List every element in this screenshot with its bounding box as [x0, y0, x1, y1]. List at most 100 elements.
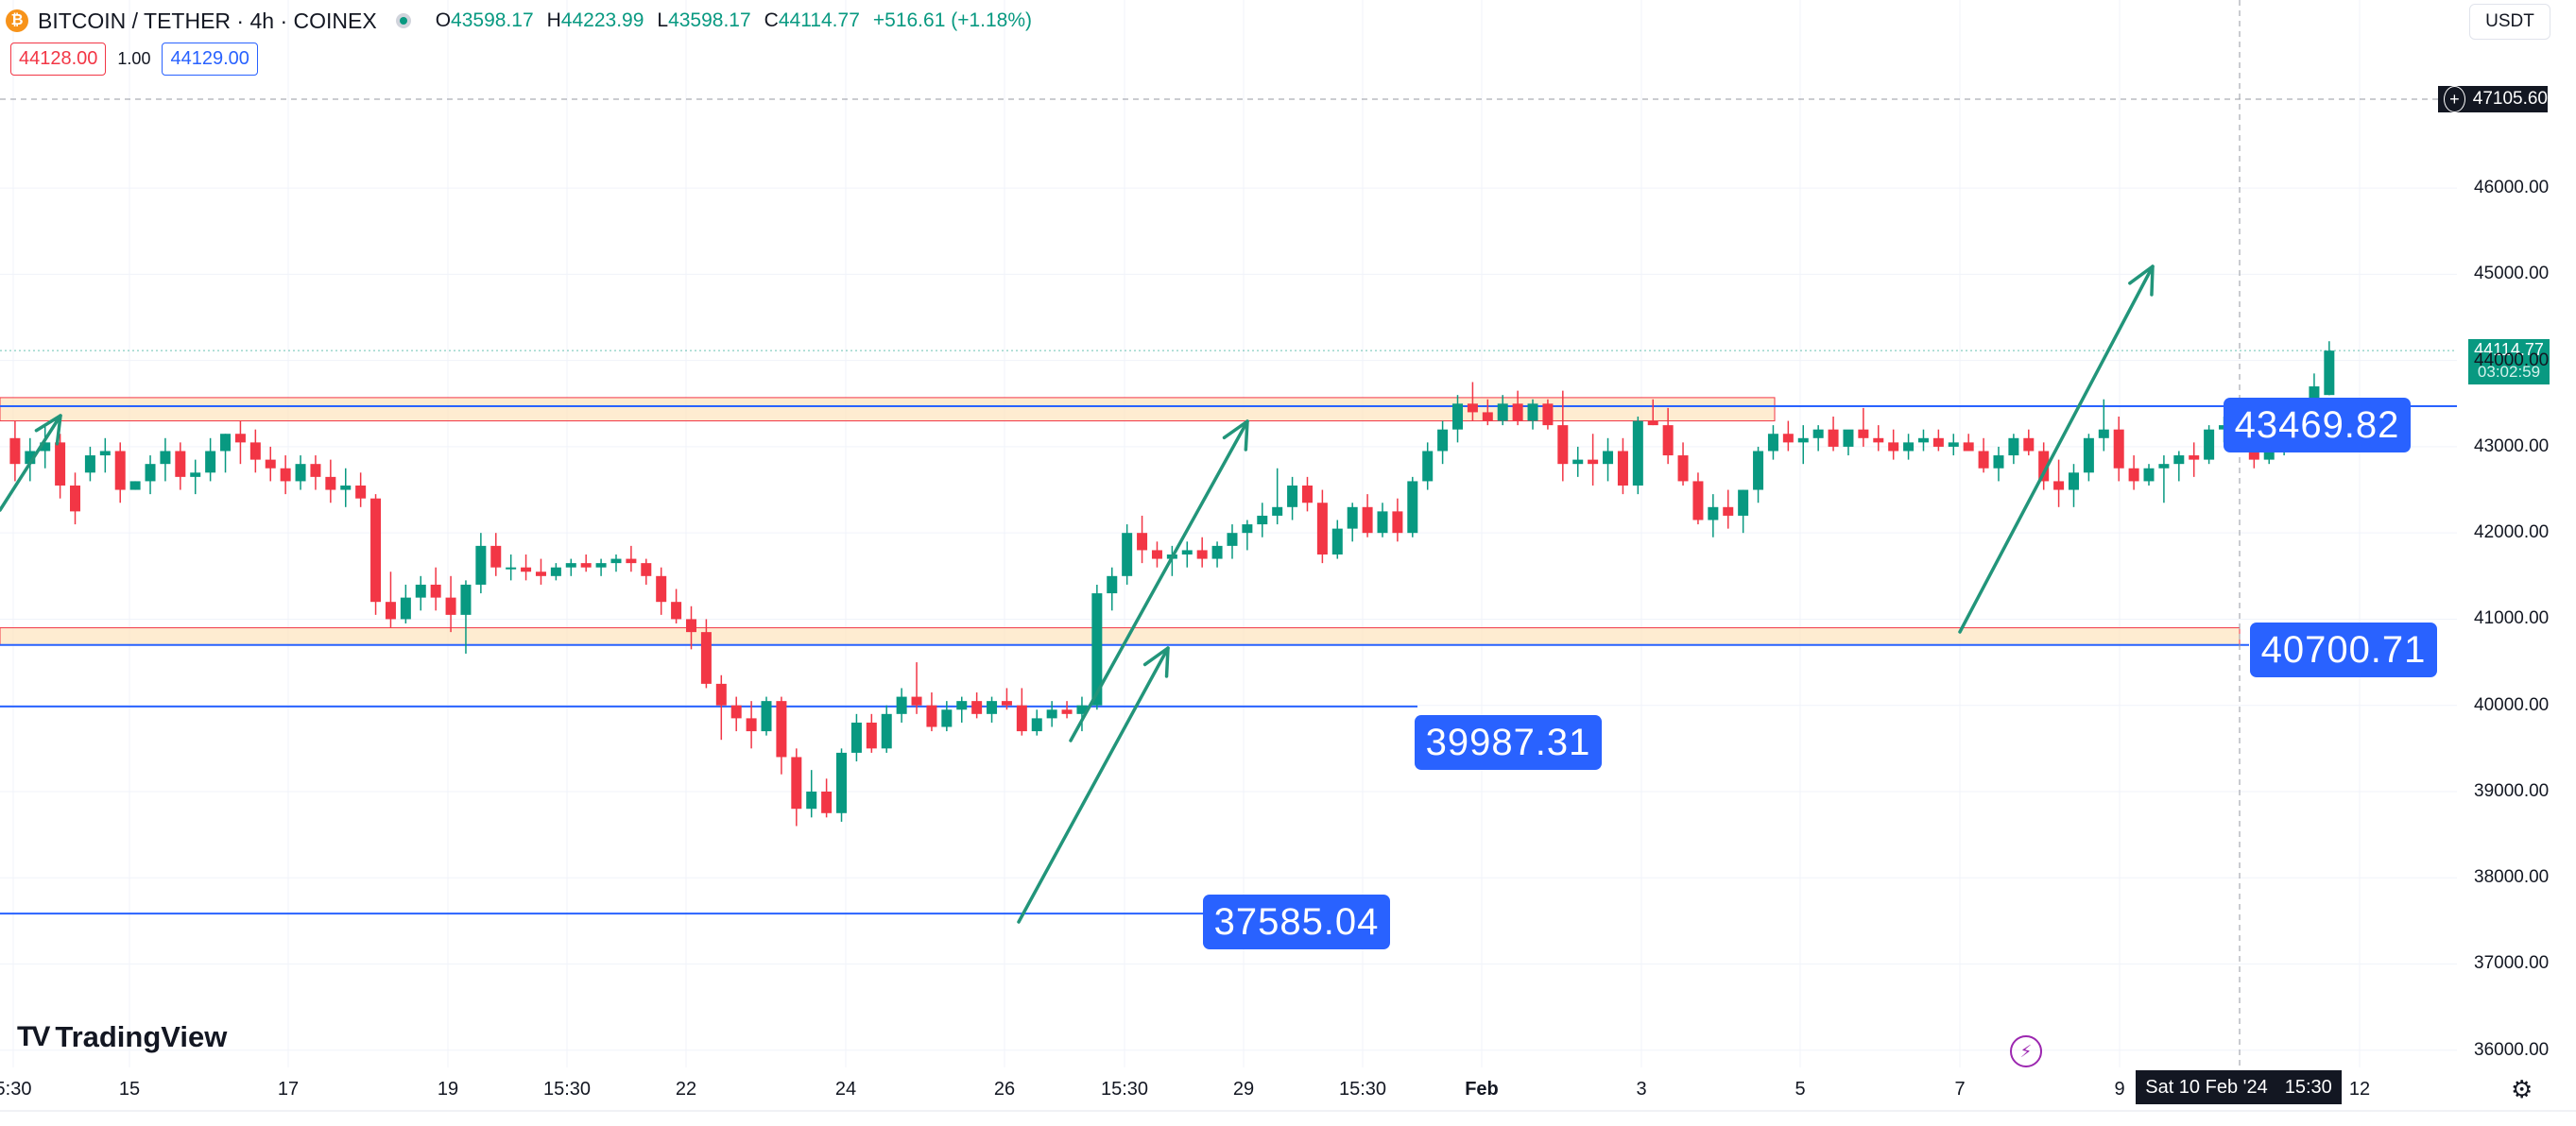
bid-ask-panel: 44128.00 1.00 44129.00 — [10, 43, 258, 76]
candle-body-93 — [1407, 481, 1418, 534]
time-tick-label: 19 — [437, 1079, 459, 1100]
price-tick-label: 41000.00 — [2474, 608, 2550, 629]
candle-body-60 — [911, 696, 922, 706]
market-status-icon[interactable] — [395, 13, 411, 28]
candle-body-121 — [1828, 429, 1839, 447]
time-tick-label: 24 — [834, 1079, 857, 1100]
candle-body-76 — [1151, 550, 1162, 559]
candle-body-97 — [1467, 403, 1478, 413]
candle-body-113 — [1708, 506, 1719, 520]
candle-body-4 — [70, 485, 81, 512]
candle-body-50 — [761, 701, 772, 732]
candle-body-81 — [1227, 533, 1238, 546]
candle-body-123 — [1858, 429, 1869, 438]
price-tick-label: 37000.00 — [2474, 953, 2550, 974]
candle-body-137 — [2068, 472, 2079, 490]
candle-body-144 — [2173, 455, 2185, 465]
gear-icon[interactable]: ⚙ — [2511, 1075, 2533, 1103]
candle-body-85 — [1287, 485, 1298, 507]
candle-body-134 — [2023, 437, 2035, 452]
candle-body-103 — [1557, 425, 1569, 465]
level-label-40700[interactable]: 40700.71 — [2250, 623, 2437, 677]
ohlc-low: L43598.17 — [657, 9, 751, 31]
candle-body-25 — [385, 602, 396, 620]
candle-body-3 — [55, 442, 66, 486]
candle-body-14 — [220, 434, 232, 452]
candle-body-64 — [971, 701, 983, 714]
candle-body-44 — [671, 602, 682, 620]
crosshair-price-label[interactable]: + 47105.60 — [2438, 86, 2548, 112]
candle-body-59 — [896, 696, 907, 714]
price-tick-label: 46000.00 — [2474, 178, 2550, 198]
sell-price-button[interactable]: 44128.00 — [10, 43, 107, 76]
candle-body-37 — [565, 563, 576, 568]
candle-body-30 — [460, 584, 472, 615]
candle-body-143 — [2158, 464, 2170, 469]
buy-price-button[interactable]: 44129.00 — [162, 43, 258, 76]
currency-button[interactable]: USDT — [2469, 4, 2550, 40]
candle-body-86 — [1301, 485, 1313, 503]
spread-value: 1.00 — [117, 49, 151, 68]
candle-body-83 — [1257, 515, 1268, 525]
candle-body-78 — [1181, 550, 1193, 554]
ohlc-values: O43598.17 H44223.99 L43598.17 C44114.77 … — [436, 9, 1032, 32]
bitcoin-icon[interactable]: ₿ — [6, 9, 28, 32]
time-tick-label: 26 — [993, 1079, 1016, 1100]
candle-body-20 — [310, 464, 321, 477]
candle-body-69 — [1046, 709, 1057, 719]
time-tick-label: 15:30 — [1100, 1079, 1149, 1100]
candle-body-40 — [610, 558, 622, 564]
trend-arrow-head-0 — [34, 414, 62, 446]
candle-body-73 — [1107, 575, 1118, 594]
time-tick-label: 29 — [1232, 1079, 1255, 1100]
candle-body-135 — [2038, 451, 2050, 482]
candle-body-96 — [1452, 403, 1464, 430]
candle-body-117 — [1767, 434, 1778, 452]
time-tick-label: 15:30 — [542, 1079, 592, 1100]
candle-body-1 — [25, 451, 36, 465]
candle-body-58 — [881, 713, 892, 749]
trend-arrow-head-1 — [1142, 646, 1170, 678]
bar-countdown: 03:02:59 — [2477, 363, 2541, 381]
candle-body-28 — [430, 584, 441, 598]
candle-body-94 — [1422, 451, 1434, 482]
lightning-icon[interactable]: ⚡ — [2010, 1035, 2042, 1067]
candle-body-10 — [160, 451, 171, 465]
candle-body-55 — [836, 752, 848, 813]
candle-body-80 — [1211, 545, 1223, 559]
level-label-37585[interactable]: 37585.04 — [1203, 895, 1390, 949]
symbol-title[interactable]: BITCOIN / TETHER · 4h · COINEX — [38, 8, 377, 33]
candle-body-136 — [2053, 481, 2065, 490]
price-tick-label: 42000.00 — [2474, 522, 2550, 543]
candle-body-125 — [1888, 442, 1899, 452]
candle-body-91 — [1377, 511, 1388, 534]
candle-body-82 — [1242, 524, 1253, 534]
crosshair-time-label: Sat 10 Feb '24 15:30 — [2136, 1070, 2342, 1104]
add-alert-icon[interactable]: + — [2444, 86, 2465, 112]
time-tick-label: 3 — [1636, 1079, 1647, 1100]
candle-body-138 — [2083, 437, 2094, 473]
candle-body-23 — [355, 485, 367, 499]
candle-body-122 — [1843, 429, 1854, 447]
level-label-43469[interactable]: 43469.82 — [2224, 398, 2411, 452]
candle-body-74 — [1122, 533, 1133, 576]
time-tick-label: 12 — [2348, 1079, 2371, 1100]
candle-body-120 — [1812, 429, 1824, 438]
candle-body-47 — [715, 683, 727, 706]
candle-body-34 — [521, 567, 532, 572]
level-label-39987[interactable]: 39987.31 — [1415, 715, 1602, 770]
candle-body-124 — [1873, 437, 1884, 443]
candle-body-111 — [1677, 455, 1689, 482]
candle-body-87 — [1316, 503, 1328, 554]
candle-body-19 — [295, 464, 306, 482]
crosshair-price-value: 47105.60 — [2472, 89, 2548, 109]
ohlc-open: O43598.17 — [435, 9, 534, 31]
candle-body-56 — [850, 722, 862, 753]
candle-body-57 — [866, 722, 877, 749]
candle-body-102 — [1542, 403, 1554, 426]
candle-body-0 — [9, 437, 21, 465]
tradingview-logo[interactable]: TV TradingView — [17, 1020, 227, 1054]
candle-body-43 — [656, 575, 667, 603]
candle-body-6 — [99, 451, 111, 456]
